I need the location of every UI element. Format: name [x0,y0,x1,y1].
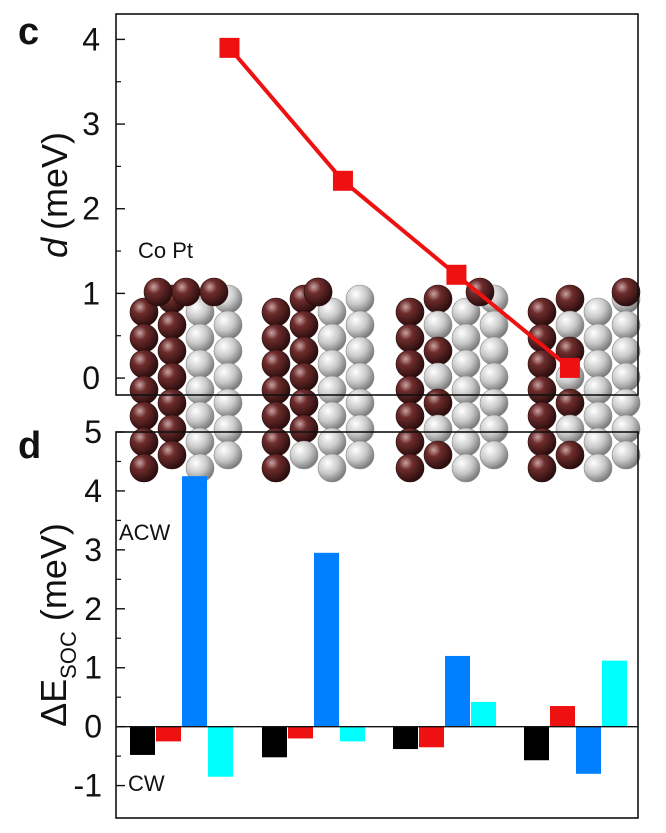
panel-d-y-tick-label: 1 [84,650,102,686]
panel-c-data-point [446,264,467,285]
panel-c-y-tick-label: 0 [82,360,100,396]
cw-label: CW [128,771,165,796]
panel-d-bar [471,701,496,727]
panel-d-y-axis-title: ΔESOC (meV) [33,523,81,727]
panel-d-bars [130,476,627,777]
panel-d-bar [182,476,207,727]
panel-d-bar [208,726,233,777]
panel-d-y-tick-label: 3 [84,532,102,568]
atom-structure-3 [395,277,509,483]
panel-d-y-tick-label: 0 [84,709,102,745]
panel-d-bar [314,552,339,727]
panel-c-data-point [332,170,353,191]
panel-c-y-ticks: 0 1 2 3 4 [82,21,125,396]
panel-c-series-line [227,46,572,370]
panel-d-bar [393,726,418,750]
panel-c: c d (meV) 0 1 2 3 4 Co Pt [18,11,641,483]
atom-structure-2 [261,277,375,483]
panel-d-label: d [18,425,41,467]
panel-c-label: c [18,11,39,53]
panel-c-ylabel-unit: (meV) [34,132,75,230]
panel-d-bar [262,726,287,758]
panel-c-series [219,37,580,378]
panel-d-frame [115,431,639,819]
panel-c-y-tick-label: 3 [82,106,100,142]
panel-d-bar [419,726,444,748]
atom-structure-4 [527,277,641,483]
panel-d-y-tick-label: 4 [84,473,102,509]
panel-d-y-tick-label: 5 [84,414,102,450]
panel-c-data-point [559,357,580,378]
panel-d-ylabel-subscript: SOC [56,631,81,679]
panel-d-bar [576,726,601,774]
panel-c-frame [115,13,639,396]
panel-d-ylabel-prefix: ΔE [33,679,74,727]
panel-c-y-tick-label: 4 [82,21,100,57]
panel-c-ylabel-symbol: d [34,237,75,258]
panel-d-y-tick-label: 2 [84,591,102,627]
panel-d-bar [340,726,365,742]
panel-d-y-ticks: -1 0 1 2 3 4 5 [74,414,125,804]
panel-d: d ΔESOC (meV) -1 0 1 2 3 4 5 ACW CW [18,414,639,819]
panel-d-bar [550,706,575,727]
panel-c-y-axis-title: d (meV) [34,132,75,258]
panel-c-y-tick-label: 2 [82,191,100,227]
co-pt-label: Co Pt [138,238,193,263]
panel-d-bar [602,660,627,727]
panel-d-y-tick-label: -1 [74,768,102,804]
panel-d-bar [288,726,313,739]
atom-structure-1 [129,277,243,483]
panel-d-bar [156,726,181,742]
panel-c-atom-structures [129,277,641,483]
panel-d-bar [130,726,155,755]
panel-c-data-point [219,37,240,58]
panel-d-bar [524,726,549,761]
panel-d-bar [445,655,470,727]
panel-c-y-tick-label: 1 [82,275,100,311]
acw-label: ACW [119,520,171,545]
panel-d-ylabel-unit: (meV) [33,523,74,621]
